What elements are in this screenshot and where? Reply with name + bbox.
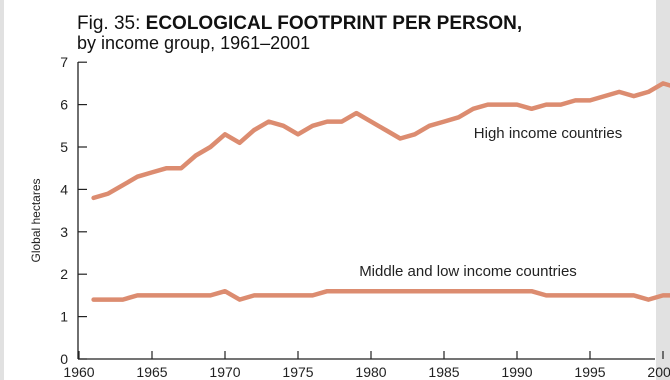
- y-tick-label: 2: [60, 266, 68, 282]
- y-tick-label: 5: [60, 139, 68, 155]
- x-tick-label: 1970: [209, 364, 240, 380]
- x-tick-label: 1975: [282, 364, 313, 380]
- y-tick-label: 4: [60, 181, 68, 197]
- axes: [77, 62, 655, 360]
- y-tick-label: 1: [60, 309, 68, 325]
- high-income-series-line: [91, 81, 670, 201]
- y-tick-label: 6: [60, 97, 68, 113]
- high-income-series-label: High income countries: [474, 125, 622, 142]
- y-tick-label: 0: [60, 351, 68, 367]
- series-lines: [91, 81, 670, 302]
- figure-number: Fig. 35:: [77, 13, 146, 34]
- x-tick-label: 1960: [63, 364, 94, 380]
- middle-low-income-series-label: Middle and low income countries: [359, 263, 577, 280]
- chart-title: Fig. 35: ECOLOGICAL FOOTPRINT PER PERSON…: [77, 14, 522, 34]
- y-tick-label: 7: [60, 54, 68, 70]
- x-tick-label: 1985: [428, 364, 459, 380]
- x-tick-label: 1995: [574, 364, 605, 380]
- title-text: ECOLOGICAL FOOTPRINT PER PERSON,: [145, 13, 523, 34]
- series-labels: High income countries Middle and low inco…: [359, 125, 622, 280]
- x-tick-label: 1965: [136, 364, 167, 380]
- y-tick-label: 3: [60, 224, 68, 240]
- y-axis-title: Global hectares: [29, 178, 43, 262]
- y-axis-ticks: 0 1 2 3 4 5 6 7: [60, 54, 87, 367]
- middle-low-income-series-line: [91, 288, 670, 302]
- x-tick-label: 1980: [355, 364, 386, 380]
- chart-subtitle: by income group, 1961–2001: [77, 33, 311, 53]
- x-tick-label: 1990: [501, 364, 532, 380]
